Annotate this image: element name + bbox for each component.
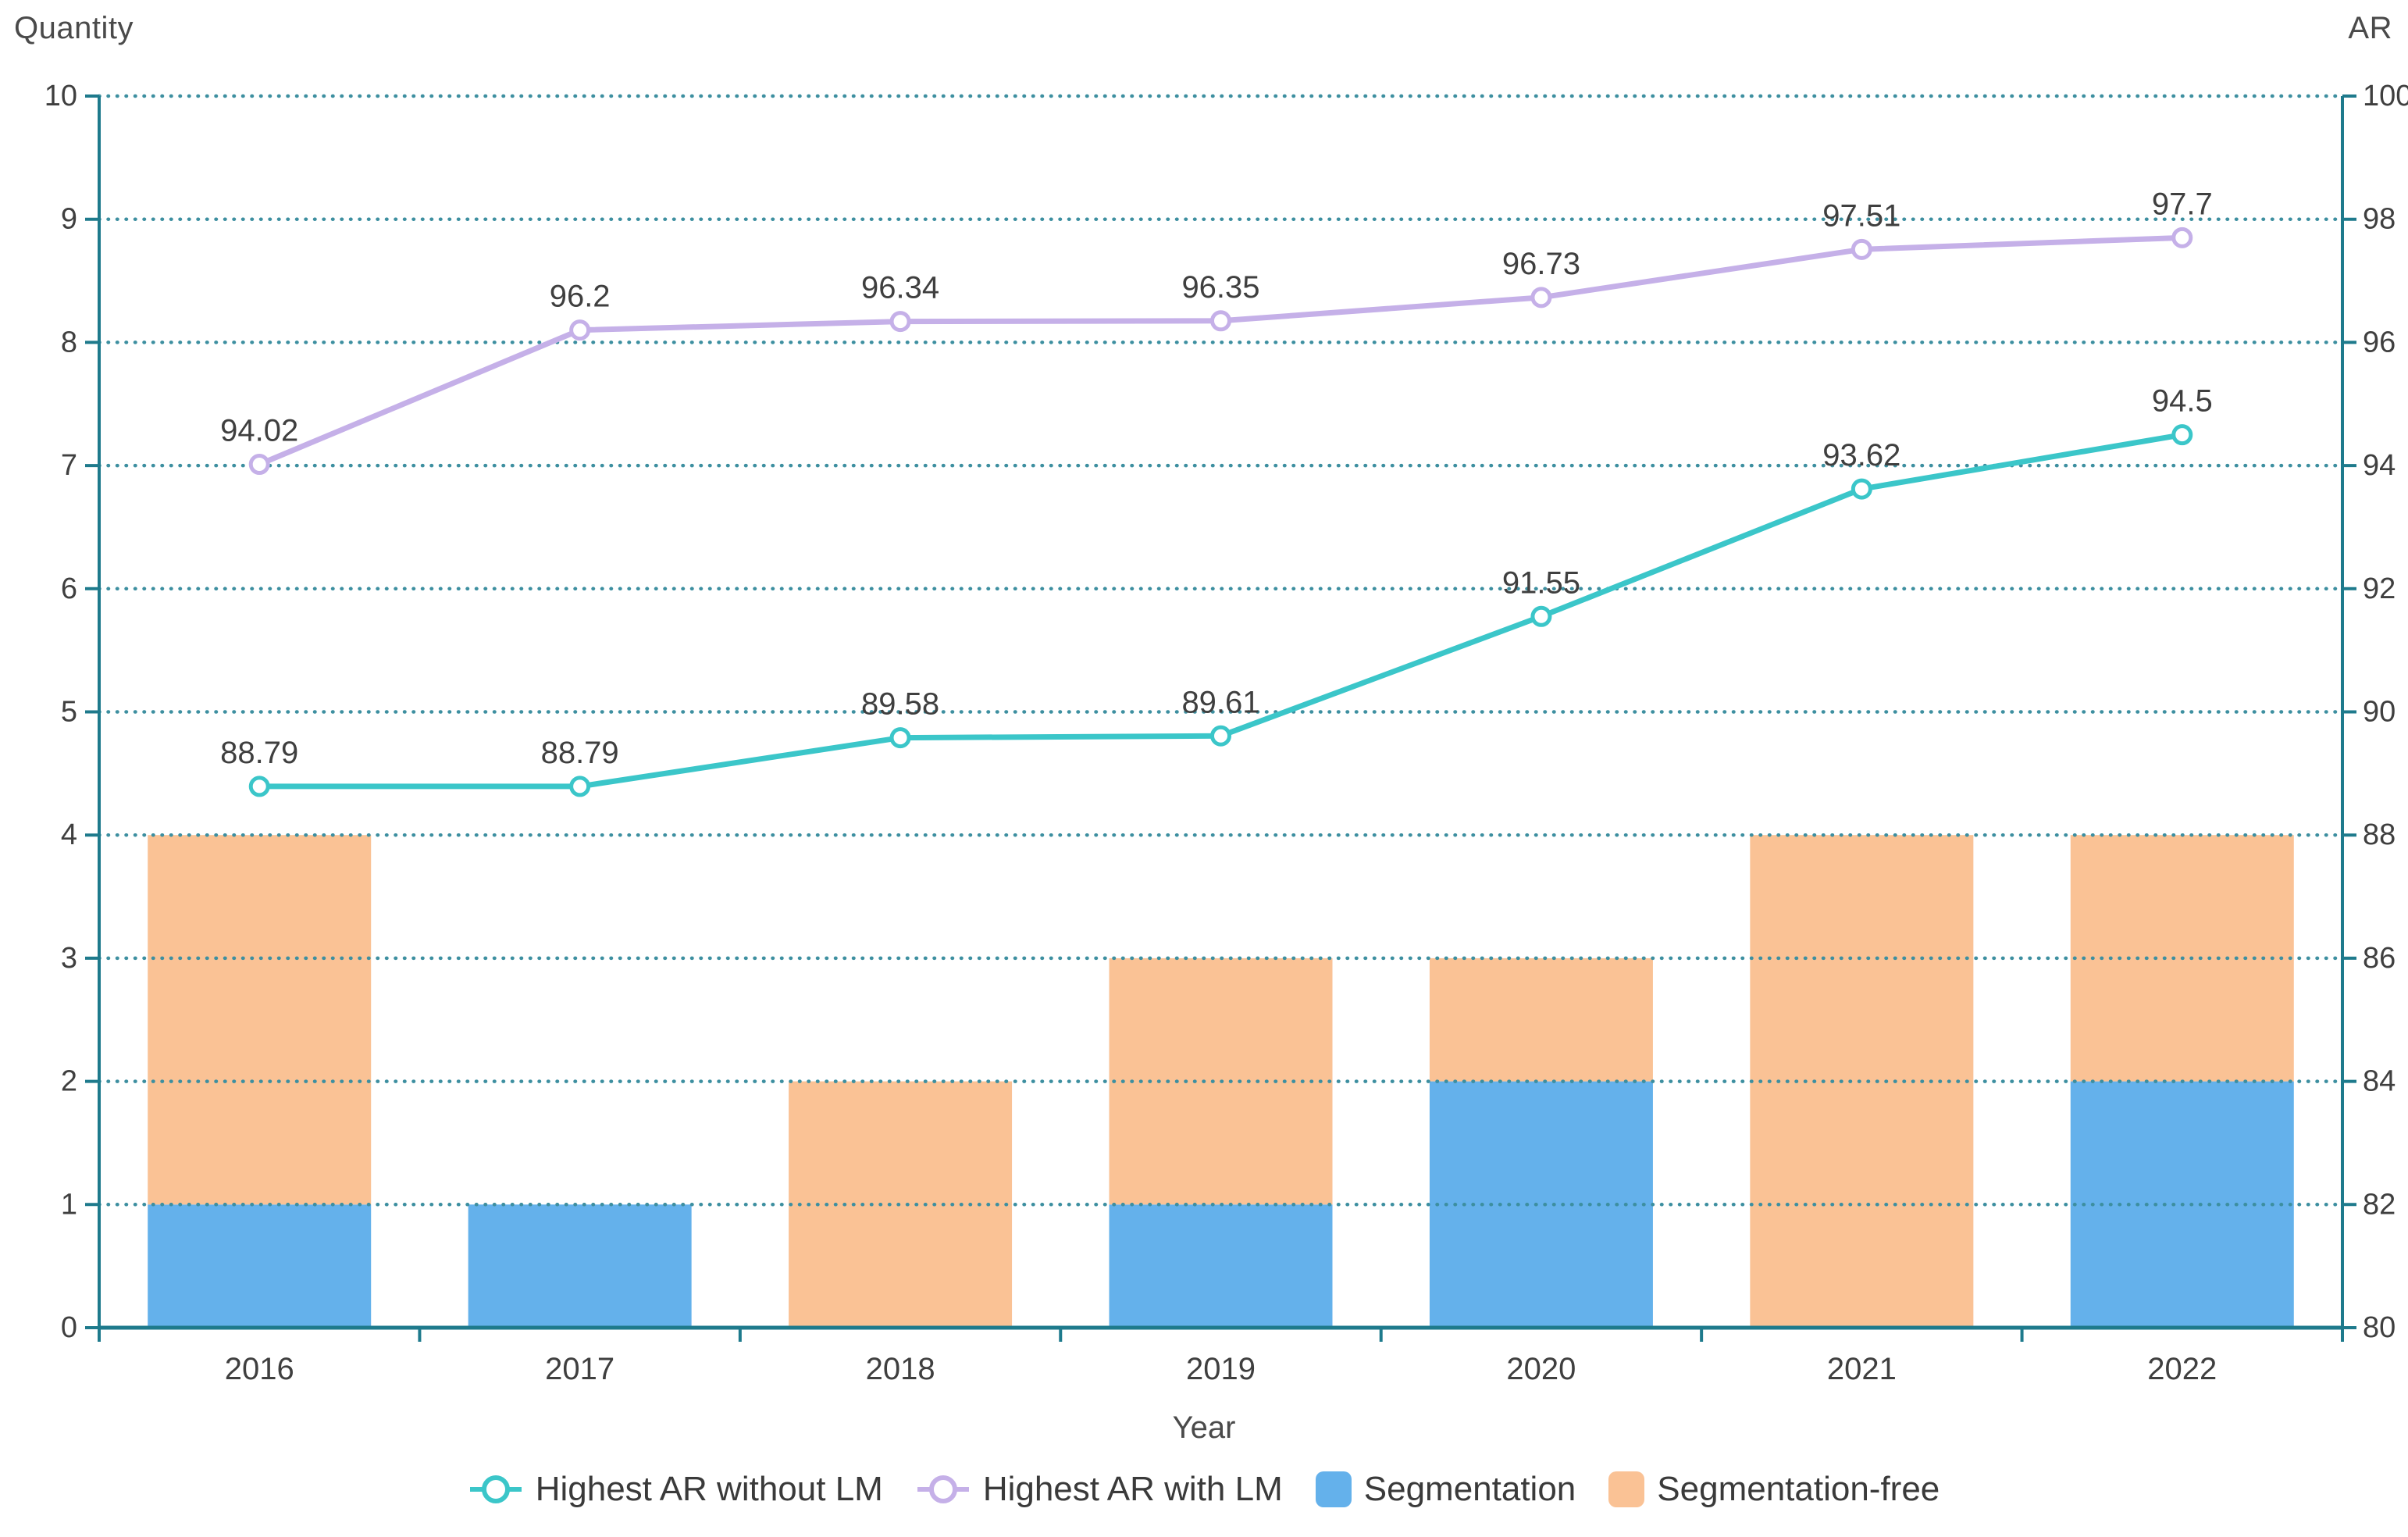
left-axis-tick-label: 5 — [61, 696, 77, 729]
data-point-label: 96.35 — [1181, 270, 1259, 305]
left-axis-tick-label: 9 — [61, 203, 77, 236]
data-point[interactable] — [248, 776, 270, 797]
right-axis-tick-label: 100 — [2363, 80, 2408, 112]
left-axis-tick-label: 2 — [61, 1065, 77, 1098]
data-point[interactable] — [1530, 287, 1552, 308]
data-point[interactable] — [248, 454, 270, 476]
data-point-label: 96.34 — [861, 271, 939, 305]
x-axis-category-label: 2019 — [1186, 1352, 1256, 1386]
legend-item-highest-ar-without-lm[interactable]: Highest AR without LM — [468, 1470, 883, 1509]
left-axis-tick-label: 0 — [61, 1311, 77, 1344]
x-axis-category-label: 2021 — [1827, 1352, 1897, 1386]
x-axis-category-label: 2018 — [866, 1352, 935, 1386]
legend-label: Segmentation — [1363, 1470, 1576, 1508]
data-point-label: 89.58 — [861, 687, 939, 722]
data-point[interactable] — [1851, 238, 1872, 260]
line-series-highest-ar-without-lm: 88.79 88.79 89.58 89.61 91.55 93.62 94.5 — [220, 384, 2213, 797]
right-axis-title: AR — [2348, 11, 2392, 45]
legend-item-highest-ar-with-lm[interactable]: Highest AR with LM — [916, 1470, 1283, 1509]
right-axis-tick-label: 94 — [2363, 449, 2396, 482]
data-point[interactable] — [889, 727, 911, 749]
data-point-label: 88.79 — [541, 736, 619, 770]
data-point-label: 97.7 — [2152, 187, 2213, 221]
data-point-label: 94.02 — [220, 414, 298, 448]
bar-series-swatch-icon — [1608, 1471, 1645, 1507]
data-point-label: 94.5 — [2152, 384, 2213, 419]
data-point-label: 88.79 — [220, 736, 298, 770]
bar-series-swatch-icon — [1315, 1471, 1352, 1507]
data-point-label: 96.2 — [550, 280, 611, 314]
x-axis-category-label: 2017 — [545, 1352, 614, 1386]
legend: Highest AR without LM Highest AR with LM… — [0, 1470, 2408, 1509]
data-point[interactable] — [569, 776, 591, 797]
right-axis-tick-label: 90 — [2363, 696, 2396, 729]
right-axis-tick-label: 84 — [2363, 1065, 2396, 1098]
bar-segment-segmentation-free-2016[interactable] — [148, 835, 372, 1205]
right-axis-tick-label: 96 — [2363, 326, 2396, 358]
left-axis-tick-label: 7 — [61, 449, 77, 482]
data-point[interactable] — [1530, 605, 1552, 627]
x-axis-category-label: 2016 — [225, 1352, 294, 1386]
legend-item-segmentation-free[interactable]: Segmentation-free — [1608, 1470, 1940, 1509]
left-axis-tick-label: 3 — [61, 942, 77, 975]
right-axis-tick-label: 98 — [2363, 203, 2396, 236]
line-series-marker-icon — [917, 1475, 969, 1503]
x-axis-category-label: 2020 — [1506, 1352, 1576, 1386]
legend-label: Highest AR without LM — [535, 1470, 883, 1508]
bar-segment-segmentation-2016[interactable] — [148, 1204, 372, 1328]
data-point[interactable] — [1851, 478, 1872, 500]
right-axis-tick-label: 82 — [2363, 1188, 2396, 1221]
bar-segment-segmentation-2017[interactable] — [468, 1204, 692, 1328]
line-series-marker-icon — [469, 1475, 522, 1503]
right-axis-tick-label: 80 — [2363, 1311, 2396, 1344]
right-axis-tick-label: 86 — [2363, 942, 2396, 975]
axes: 0 1 2 3 4 5 6 7 8 9 10 80 82 84 86 88 90 92 94 96 98 100 2016 2… — [45, 80, 2408, 1386]
data-point[interactable] — [569, 319, 591, 341]
data-point[interactable] — [1210, 310, 1231, 332]
legend-label: Segmentation-free — [1657, 1470, 1940, 1508]
bar-segment-segmentation-2019[interactable] — [1109, 1204, 1333, 1328]
data-point-label: 93.62 — [1822, 438, 1900, 473]
right-axis-tick-label: 88 — [2363, 818, 2396, 851]
data-point[interactable] — [1210, 725, 1231, 747]
data-point[interactable] — [2171, 226, 2193, 248]
left-axis-tick-label: 4 — [61, 818, 77, 851]
data-point[interactable] — [889, 311, 911, 333]
x-axis-category-label: 2022 — [2147, 1352, 2217, 1386]
left-axis-title: Quantity — [14, 11, 134, 45]
x-axis-title: Year — [1172, 1410, 1236, 1445]
data-point-label: 96.73 — [1502, 247, 1580, 281]
data-point-label: 97.51 — [1822, 198, 1900, 233]
left-axis-tick-label: 6 — [61, 572, 77, 605]
left-axis-tick-label: 10 — [45, 80, 77, 112]
right-axis-tick-label: 92 — [2363, 572, 2396, 605]
data-point[interactable] — [2171, 424, 2193, 446]
bar-segment-segmentation-free-2020[interactable] — [1429, 958, 1653, 1082]
left-axis-tick-label: 1 — [61, 1188, 77, 1221]
data-point-label: 89.61 — [1181, 685, 1259, 719]
left-axis-tick-label: 8 — [61, 326, 77, 358]
line-series-highest-ar-with-lm: 94.02 96.2 96.34 96.35 96.73 97.51 97.7 — [220, 187, 2213, 476]
data-point-label: 91.55 — [1502, 565, 1580, 600]
legend-label: Highest AR with LM — [982, 1470, 1283, 1508]
legend-item-segmentation[interactable]: Segmentation — [1315, 1470, 1576, 1509]
